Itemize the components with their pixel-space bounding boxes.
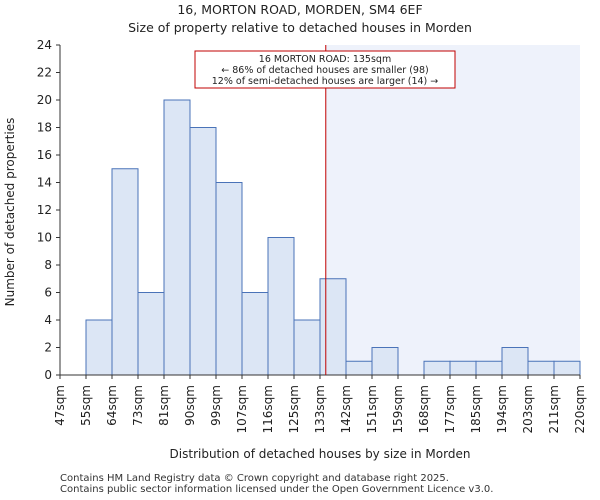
y-tick-label: 18 bbox=[37, 121, 52, 135]
bar-194sqm bbox=[501, 347, 529, 376]
bar-185sqm bbox=[475, 360, 503, 376]
bar-81sqm bbox=[163, 99, 191, 376]
chart-subtitle: Size of property relative to detached ho… bbox=[128, 20, 472, 35]
y-tick-label: 12 bbox=[37, 203, 52, 217]
bar-99sqm bbox=[215, 182, 243, 376]
x-axis: 47sqm 55sqm 64sqm 73sqm 81sqm 90sqm 99sqm 107sq… bbox=[53, 374, 587, 433]
x-tick-label: 116sqm bbox=[261, 385, 275, 433]
y-tick-label: 6 bbox=[44, 286, 52, 300]
x-tick-label: 211sqm bbox=[547, 385, 561, 433]
x-tick-label: 142sqm bbox=[339, 385, 353, 433]
x-axis-label: Distribution of detached houses by size … bbox=[170, 447, 471, 461]
marker-annotation: 16 MORTON ROAD: 135sqm ← 86% of detached… bbox=[194, 50, 456, 89]
x-tick-label: 90sqm bbox=[183, 385, 197, 426]
x-tick-label: 73sqm bbox=[131, 385, 145, 426]
y-tick-label: 8 bbox=[44, 258, 52, 272]
y-tick-label: 10 bbox=[37, 231, 52, 245]
x-tick-label: 151sqm bbox=[365, 385, 379, 433]
bar-151sqm bbox=[371, 347, 399, 376]
bar-133sqm bbox=[319, 278, 347, 376]
bar-168sqm bbox=[423, 360, 451, 376]
chart-title: 16, MORTON ROAD, MORDEN, SM4 6EF bbox=[177, 2, 423, 17]
bar-73sqm bbox=[137, 292, 165, 376]
y-tick-label: 0 bbox=[44, 368, 52, 382]
annotation-line-3: 12% of semi-detached houses are larger (… bbox=[212, 76, 439, 87]
y-tick-label: 20 bbox=[37, 93, 52, 107]
x-tick-label: 81sqm bbox=[157, 385, 171, 426]
x-tick-label: 55sqm bbox=[79, 385, 93, 426]
bar-211sqm bbox=[553, 360, 581, 376]
annotation-box bbox=[194, 50, 456, 89]
x-tick-label: 47sqm bbox=[53, 385, 67, 426]
x-tick-label: 107sqm bbox=[235, 385, 249, 433]
larger-region-highlight bbox=[325, 45, 580, 375]
x-tick-label: 133sqm bbox=[313, 385, 327, 433]
annotation-line-1: 16 MORTON ROAD: 135sqm bbox=[259, 54, 391, 65]
y-tick-label: 22 bbox=[37, 66, 52, 80]
y-tick-label: 14 bbox=[37, 176, 52, 190]
footer-copyright: Contains HM Land Registry data © Crown c… bbox=[60, 473, 449, 484]
y-tick-label: 2 bbox=[44, 341, 52, 355]
bar-142sqm bbox=[345, 360, 373, 376]
bar-107sqm bbox=[241, 292, 269, 376]
x-tick-label: 64sqm bbox=[105, 385, 119, 426]
x-tick-label: 177sqm bbox=[443, 385, 457, 433]
y-tick-label: 24 bbox=[37, 38, 52, 52]
y-tick-label: 4 bbox=[44, 313, 52, 327]
footer-licence: Contains public sector information licen… bbox=[60, 484, 494, 495]
x-tick-label: 185sqm bbox=[469, 385, 483, 433]
y-axis-label: Number of detached properties bbox=[3, 118, 17, 307]
bar-64sqm bbox=[111, 168, 139, 376]
x-tick-label: 125sqm bbox=[287, 385, 301, 433]
x-tick-label: 203sqm bbox=[521, 385, 535, 433]
x-tick-label: 159sqm bbox=[391, 385, 405, 433]
bar-90sqm bbox=[189, 127, 217, 376]
bar-125sqm bbox=[293, 319, 321, 376]
y-tick-label: 16 bbox=[37, 148, 52, 162]
x-tick-label: 99sqm bbox=[209, 385, 223, 426]
x-tick-label: 220sqm bbox=[573, 385, 587, 433]
bars-group bbox=[85, 99, 581, 376]
x-tick-label: 194sqm bbox=[495, 385, 509, 433]
x-tick-label: 168sqm bbox=[417, 385, 431, 433]
annotation-line-2: ← 86% of detached houses are smaller (98… bbox=[221, 65, 428, 76]
bar-177sqm bbox=[449, 360, 477, 376]
bar-203sqm bbox=[527, 360, 555, 376]
bar-116sqm bbox=[267, 237, 295, 376]
bar-55sqm bbox=[85, 319, 113, 376]
